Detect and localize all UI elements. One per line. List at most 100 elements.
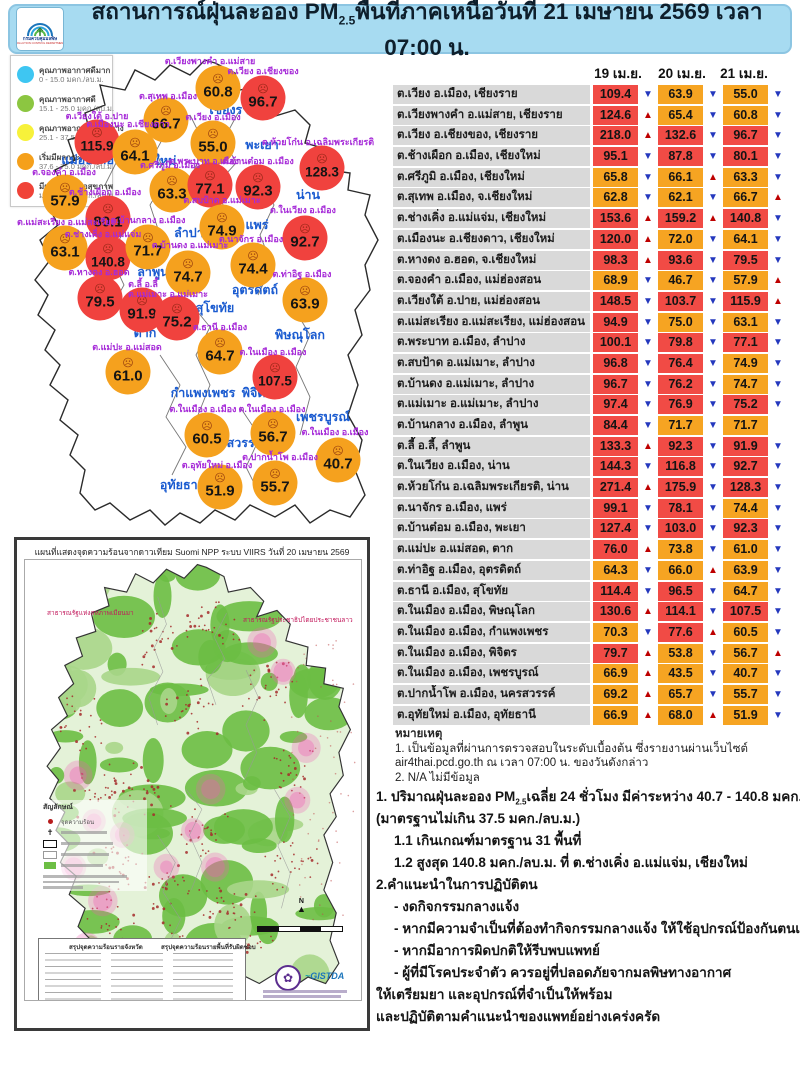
trend-down-icon: ▼ (708, 440, 718, 452)
table-row: ต.บ้านกลาง อ.เมือง, ลำพูน 84.4 ▼ 71.7 ▼ 71.7 (393, 416, 793, 435)
map-region: เชียงรายแม่ฮ่องสอนเชียงใหม่พะเยาน่านลำปา… (10, 55, 390, 535)
sad-face-icon: ☹ (136, 295, 148, 308)
symbols-legend-item-label (61, 842, 113, 845)
sad-face-icon: ☹ (332, 445, 344, 458)
station-label: ต.ในเมือง อ.เมือง (169, 404, 237, 414)
station-name-cell: ต.เวียง อ.เชียงของ, เชียงราย (393, 126, 590, 146)
sad-face-icon: ☹ (269, 468, 281, 481)
station-value: 107.5 (258, 373, 292, 389)
symbols-legend: สัญลักษณ์ จุดความร้อน ✝ (41, 800, 147, 891)
station-name-cell: ต.พระบาท อ.เมือง, ลำปาง (393, 333, 590, 353)
value-cell: 95.1 (593, 147, 638, 167)
value-cell: 75.0 (658, 312, 703, 332)
trend-down-icon: ▼ (708, 357, 718, 369)
trend-up-icon: ▲ (773, 192, 783, 204)
trend-down-icon: ▼ (708, 316, 718, 328)
symbols-legend-item-label: จุดความร้อน (61, 819, 95, 826)
station-value: 115.9 (80, 138, 114, 154)
trend-down-icon: ▼ (773, 440, 783, 452)
symbols-legend-item (43, 860, 145, 871)
trend-down-icon: ▼ (708, 254, 718, 266)
value-cell: 116.8 (658, 457, 703, 477)
sad-face-icon: ☹ (207, 128, 219, 141)
station-value: 96.7 (248, 93, 278, 111)
trend-up-icon: ▲ (708, 626, 718, 638)
value-cell: 64.3 (593, 560, 638, 580)
station-value: 55.7 (260, 478, 290, 496)
station-value: 92.3 (243, 182, 273, 200)
trend-down-icon: ▼ (773, 709, 783, 721)
summary-line-pm: 1. ปริมาณฝุ่นละออง PM2.5เฉลี่ย 24 ชั่วโม… (376, 786, 800, 808)
trend-down-icon: ▼ (643, 357, 653, 369)
sad-face-icon: ☹ (214, 337, 226, 350)
notes-title: หมายเหตุ (395, 728, 443, 740)
value-cell: 60.5 (723, 622, 768, 642)
station-bubble: ☹ 64.1 (112, 129, 158, 175)
station-label: ต.อุทัยใหม่ อ.เมือง (181, 460, 253, 470)
station-value: 71.7 (133, 242, 163, 260)
trend-down-icon: ▼ (643, 420, 653, 431)
trend-down-icon: ▼ (773, 688, 783, 700)
value-cell: 97.4 (593, 395, 638, 415)
value-cell: 96.5 (658, 581, 703, 601)
station-bubble: ☹ 55.7 (252, 460, 298, 506)
boundary-icon (43, 839, 57, 848)
ministry-text (263, 990, 349, 1000)
value-cell: 109.4 (593, 85, 638, 104)
sad-face-icon: ☹ (94, 283, 106, 296)
trend-down-icon: ▼ (708, 295, 718, 307)
trend-up-icon: ▲ (708, 709, 718, 721)
aqi-level-title: คุณภาพอากาศดี (39, 94, 96, 104)
sad-face-icon: ☹ (102, 243, 114, 256)
sad-face-icon: ☹ (252, 172, 264, 185)
satellite-title: แผนที่แสดงจุดความร้อนจากดาวเทียม Suomi N… (34, 547, 350, 557)
value-cell: 66.0 (658, 560, 703, 580)
pcd-logo-english-name: POLLUTION CONTROL DEPARTMENT (16, 40, 64, 45)
value-cell: 74.4 (723, 498, 768, 518)
value-cell: 53.8 (658, 643, 703, 663)
value-cell: 63.1 (723, 312, 768, 332)
table-row: ต.บ้านต๋อม อ.เมือง, พะเยา 127.4 ▼ 103.0 ▼ 92.… (393, 519, 793, 539)
station-name-cell: ต.บ้านกลาง อ.เมือง, ลำพูน (393, 416, 590, 435)
table-row: ต.หางดง อ.ฮอด, จ.เชียงใหม่ 98.3 ▲ 93.6 ▼ 79.5… (393, 250, 793, 270)
value-cell: 159.2 (658, 209, 703, 229)
station-value: 63.9 (290, 295, 320, 313)
station-bubble: ☹ 115.9 (74, 119, 120, 165)
summary-pm-prefix: 1. ปริมาณฝุ่นละออง PM (376, 789, 516, 804)
station-name-cell: ต.แม่เมาะ อ.แม่เมาะ, ลำปาง (393, 395, 590, 415)
table-row: ต.แม่ปะ อ.แม่สอด, ตาก 76.0 ▲ 73.8 ▼ 61.0 ▼ (393, 540, 793, 560)
value-cell: 133.3 (593, 436, 638, 456)
table-row: ต.เมืองนะ อ.เชียงดาว, เชียงใหม่ 120.0 ▲ 72.… (393, 229, 793, 249)
value-cell: 175.9 (658, 478, 703, 498)
trend-down-icon: ▼ (708, 399, 718, 411)
province-label: อุตรดิตถ์ (231, 283, 279, 297)
table-row: ต.ช่างเคิ่ง อ.แม่แจ่ม, เชียงใหม่ 153.6 ▲ 15… (393, 209, 793, 229)
symbols-legend-item-label (61, 864, 103, 867)
trend-none (768, 416, 788, 435)
station-label: ต.สบป้าด อ.แม่เมาะ (183, 195, 261, 205)
station-name-cell: ต.แม่สะเรียง อ.แม่สะเรียง, แม่ฮ่องสอน (393, 312, 590, 332)
station-value: 60.5 (192, 430, 222, 448)
value-cell: 115.9 (723, 291, 768, 311)
station-name-cell: ต.ในเวียง อ.เมือง, น่าน (393, 457, 590, 477)
value-cell: 62.1 (658, 188, 703, 208)
hotspot-summary-column (45, 953, 101, 1000)
station-bubble: ☹ 92.3 (235, 164, 281, 210)
station-name-cell: ต.ปากน้ำโพ อ.เมือง, นครสวรรค์ (393, 684, 590, 704)
station-value: 140.8 (91, 254, 125, 270)
station-name-cell: ต.ในเมือง อ.เมือง, พิจิตร (393, 643, 590, 663)
trend-down-icon: ▼ (708, 523, 718, 535)
trend-down-icon: ▼ (708, 109, 718, 121)
value-cell: 56.7 (723, 643, 768, 663)
pcd-logo-thai-name: กรมควบคุมมลพิษ (22, 35, 58, 41)
aqi-level-dot-icon (17, 153, 34, 170)
station-bubble: ☹ 60.8 (195, 65, 241, 111)
table-row: ต.ในเมือง อ.เมือง, เพชรบูรณ์ 66.9 ▲ 43.5 ▼ 40… (393, 664, 793, 684)
table-row: ต.ธานี อ.เมือง, สุโขทัย 114.4 ▼ 96.5 ▼ 64.7 ▼ (393, 581, 793, 601)
trend-down-icon: ▼ (643, 523, 653, 535)
value-cell: 78.1 (658, 498, 703, 518)
trend-down-icon: ▼ (708, 688, 718, 700)
value-cell: 93.6 (658, 250, 703, 270)
table-row: ต.ปากน้ำโพ อ.เมือง, นครสวรรค์ 69.2 ▲ 65.7 ▼ 5… (393, 684, 793, 704)
station-bubble: ☹ 64.7 (197, 329, 243, 375)
